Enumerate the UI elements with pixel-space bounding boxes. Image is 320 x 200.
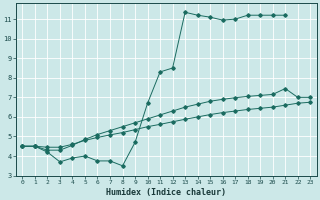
X-axis label: Humidex (Indice chaleur): Humidex (Indice chaleur) <box>106 188 226 197</box>
